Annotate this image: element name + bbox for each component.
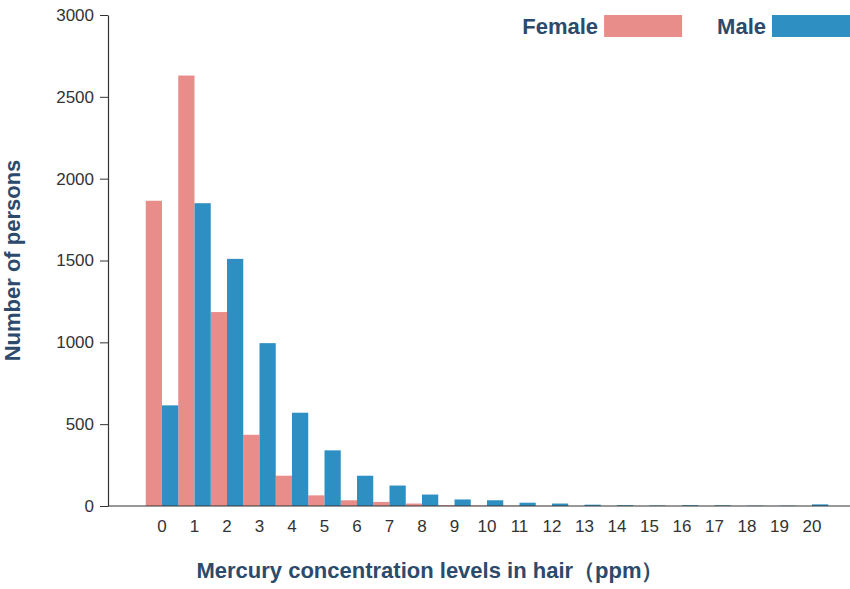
x-tick: 0 (157, 506, 166, 536)
y-tick: 3000 (56, 6, 108, 25)
bar (162, 405, 178, 506)
x-tick-label: 7 (385, 517, 394, 536)
y-tick-label: 0 (85, 497, 94, 516)
bar (276, 476, 292, 506)
series-bars (146, 76, 552, 506)
chart: 0500100015002000250030000123456789101112… (0, 0, 850, 589)
series-bars (162, 203, 828, 506)
x-tick: 11 (511, 506, 529, 536)
y-tick-label: 1000 (56, 333, 94, 352)
y-tick-mark (100, 506, 108, 507)
x-tick-label: 15 (640, 517, 659, 536)
bar (341, 500, 357, 506)
bar (487, 500, 503, 506)
bar (243, 435, 259, 506)
y-tick: 1500 (56, 251, 108, 270)
bar (422, 495, 438, 506)
y-tick-label: 2000 (56, 170, 94, 189)
y-tick: 1000 (56, 333, 108, 352)
legend-item: Female (522, 14, 682, 39)
legend-label: Female (522, 14, 598, 39)
bar (308, 495, 324, 506)
bar (211, 312, 227, 506)
x-tick-label: 6 (352, 517, 361, 536)
x-tick: 5 (320, 506, 329, 536)
x-tick: 18 (738, 506, 757, 536)
y-tick-label: 2500 (56, 88, 94, 107)
x-tick-label: 11 (511, 517, 529, 536)
bar (227, 259, 243, 506)
y-tick-mark (100, 261, 108, 262)
x-tick-label: 9 (450, 517, 459, 536)
x-tick-label: 12 (543, 517, 562, 536)
x-tick-label: 13 (575, 517, 594, 536)
y-tick-label: 500 (66, 415, 94, 434)
x-tick-label: 0 (157, 517, 166, 536)
x-tick-label: 17 (705, 517, 724, 536)
bar (390, 486, 406, 506)
y-tick: 0 (85, 497, 108, 516)
x-tick: 8 (417, 506, 426, 536)
bar (325, 450, 341, 506)
x-tick: 20 (803, 506, 822, 536)
x-tick-label: 10 (478, 517, 497, 536)
x-tick: 12 (543, 506, 562, 536)
x-tick-label: 2 (222, 517, 231, 536)
y-tick-mark (100, 342, 108, 343)
x-tick-label: 5 (320, 517, 329, 536)
x-tick-label: 19 (770, 517, 789, 536)
bar (195, 203, 211, 506)
y-tick-mark (100, 179, 108, 180)
y-tick-mark (100, 424, 108, 425)
x-axis: 01234567891011121314151617181920 (108, 506, 850, 536)
x-tick: 19 (770, 506, 789, 536)
x-tick: 14 (608, 506, 627, 536)
legend-swatch (604, 15, 682, 37)
x-tick: 2 (222, 506, 231, 536)
x-tick-label: 8 (417, 517, 426, 536)
x-tick: 7 (385, 506, 394, 536)
legend-swatch (772, 15, 850, 37)
x-tick: 4 (287, 506, 296, 536)
y-axis-line (108, 16, 109, 507)
x-tick-label: 16 (673, 517, 692, 536)
legend-label: Male (717, 14, 766, 39)
x-axis-title: Mercury concentration levels in hair（ppm… (196, 558, 663, 583)
y-tick-label: 3000 (56, 6, 94, 25)
x-tick: 10 (478, 506, 497, 536)
x-tick: 15 (640, 506, 659, 536)
y-tick-mark (100, 15, 108, 16)
x-axis-line (108, 505, 850, 506)
x-tick: 17 (705, 506, 724, 536)
x-tick: 1 (190, 506, 199, 536)
bars (146, 76, 829, 506)
x-tick: 16 (673, 506, 692, 536)
x-tick: 6 (352, 506, 361, 536)
x-tick-label: 3 (255, 517, 264, 536)
x-tick-label: 18 (738, 517, 757, 536)
y-tick-label: 1500 (56, 251, 94, 270)
y-tick: 2000 (56, 170, 108, 189)
legend-item: Male (717, 14, 850, 39)
y-tick: 500 (66, 415, 108, 434)
x-tick: 9 (450, 506, 459, 536)
x-tick-label: 14 (608, 517, 627, 536)
x-tick: 13 (575, 506, 594, 536)
bar (357, 476, 373, 506)
bar (292, 413, 308, 506)
x-tick-label: 4 (287, 517, 296, 536)
y-tick: 2500 (56, 88, 108, 107)
x-tick-label: 20 (803, 517, 822, 536)
y-axis-title: Number of persons (0, 160, 25, 362)
legend: Male Female (522, 14, 850, 39)
bar (146, 201, 162, 506)
x-tick-label: 1 (190, 517, 199, 536)
y-tick-mark (100, 97, 108, 98)
y-axis: 0 500 1000 1500 2000 2500 3000 (56, 6, 108, 516)
bar (455, 499, 471, 506)
bar (373, 502, 389, 506)
bar (260, 343, 276, 506)
bar (178, 76, 194, 506)
x-tick: 3 (255, 506, 264, 536)
